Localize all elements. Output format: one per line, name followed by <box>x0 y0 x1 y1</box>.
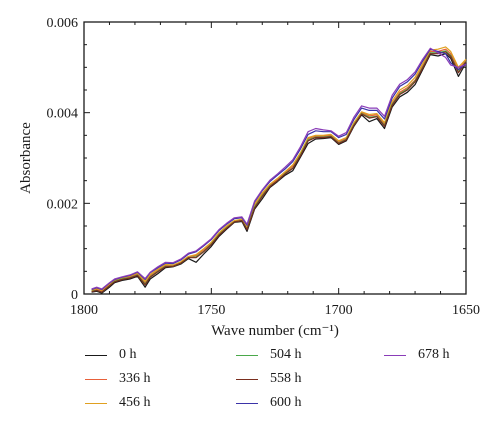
legend-item: 0 h <box>85 345 137 365</box>
legend: 0 h 336 h 456 h 504 h 558 h 600 h 678 h <box>0 340 500 420</box>
legend-item: 336 h <box>85 369 151 389</box>
plot-frame <box>83 21 467 295</box>
series-line-0h <box>91 53 467 294</box>
absorbance-line-chart: 0 0.002 0.004 0.006 1800 1750 1700 1650 Absorba… <box>18 16 481 339</box>
y-tick-label: 0.002 <box>47 197 79 212</box>
x-tick-label: 1650 <box>452 303 480 318</box>
y-tick-label: 0 <box>71 288 78 303</box>
legend-swatch <box>236 378 258 380</box>
legend-label: 336 h <box>119 371 151 386</box>
legend-item: 600 h <box>236 393 302 413</box>
legend-swatch <box>384 354 406 356</box>
legend-label: 678 h <box>418 347 450 362</box>
y-axis-title: Absorbance <box>18 122 34 194</box>
legend-swatch <box>85 378 107 380</box>
series-line-678h <box>91 47 467 290</box>
legend-label: 558 h <box>270 371 302 386</box>
legend-swatch <box>85 354 107 356</box>
legend-label: 504 h <box>270 347 302 362</box>
axis-ticks: 0 0.002 0.004 0.006 1800 1750 1700 1650 <box>47 16 481 318</box>
legend-swatch <box>236 354 258 356</box>
series-layer <box>91 46 467 294</box>
legend-label: 0 h <box>119 347 137 362</box>
y-tick-label: 0.004 <box>47 107 79 122</box>
legend-item: 456 h <box>85 393 151 413</box>
x-tick-label: 1800 <box>70 303 98 318</box>
x-tick-label: 1700 <box>325 303 353 318</box>
x-tick-label: 1750 <box>197 303 225 318</box>
x-axis-title: Wave number (cm⁻¹) <box>211 323 339 339</box>
legend-item: 678 h <box>384 345 450 365</box>
legend-swatch <box>85 402 107 404</box>
series-line-336h <box>91 48 467 292</box>
y-tick-label: 0.006 <box>47 16 79 31</box>
legend-item: 504 h <box>236 345 302 365</box>
series-line-456h <box>91 46 467 291</box>
legend-item: 558 h <box>236 369 302 389</box>
legend-label: 600 h <box>270 395 302 410</box>
legend-label: 456 h <box>119 395 151 410</box>
legend-swatch <box>236 402 258 404</box>
series-line-558h <box>91 51 467 293</box>
